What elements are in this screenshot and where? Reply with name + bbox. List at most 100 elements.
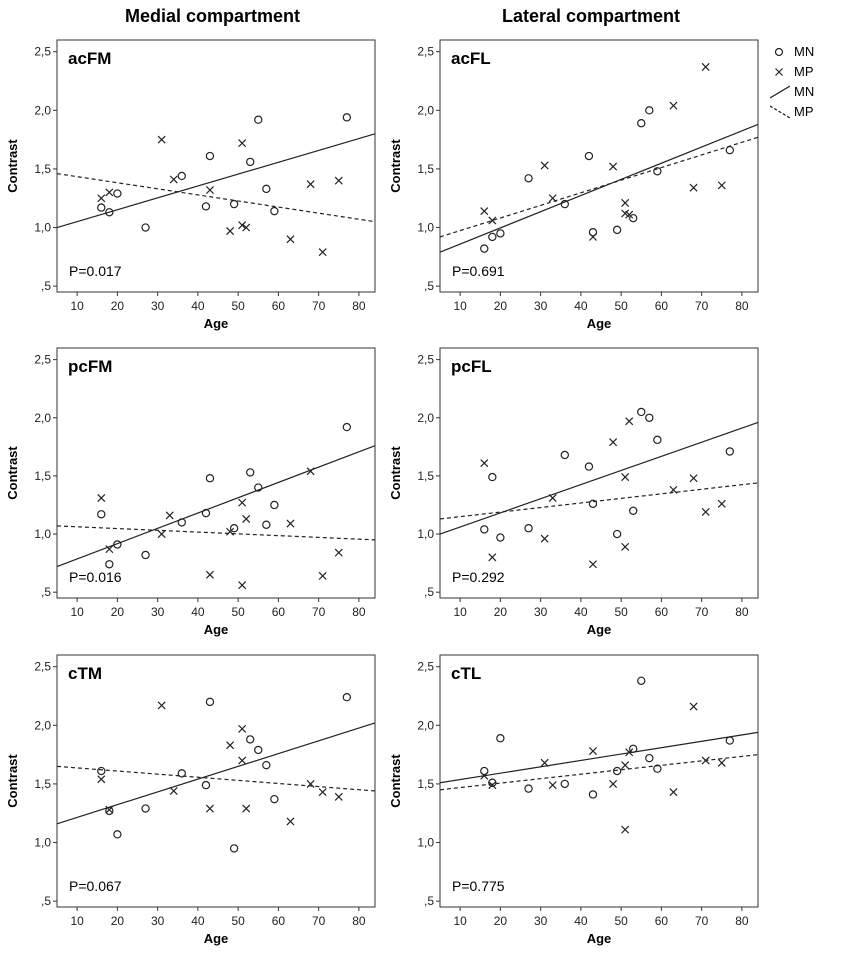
data-point-mn: [496, 229, 505, 238]
legend: MN MP MN MP: [770, 44, 840, 124]
y-tick-label: 1,0: [34, 221, 51, 235]
data-point-mp: [609, 162, 618, 171]
data-point-mp: [157, 701, 166, 710]
x-tick-label: 70: [312, 605, 326, 619]
data-point-mn: [488, 472, 497, 482]
data-point-mn: [113, 830, 122, 839]
y-tick-label: 1,5: [34, 777, 51, 791]
data-point-mn: [496, 533, 505, 542]
data-point-mp: [548, 493, 557, 503]
data-point-mn: [246, 735, 255, 744]
data-point-mp: [205, 804, 214, 813]
data-point-mp: [669, 788, 678, 797]
data-point-mn: [229, 524, 239, 533]
data-point-mn: [141, 223, 150, 232]
x-axis-label: Age: [587, 316, 612, 331]
x-tick-label: 20: [111, 914, 125, 928]
panel-pcfm: 10 20 30 40 50 60 70 80 ,5 1,0 1,5 2,0 2,5 Age Contras…: [5, 347, 376, 637]
x-tick-label: 30: [151, 299, 165, 313]
y-tick-label: ,5: [424, 585, 434, 599]
legend-item-mn-marker: MN: [770, 44, 840, 60]
data-point-mn: [205, 151, 215, 161]
data-point-mn: [105, 208, 114, 217]
legend-label-mp-marker: MP: [794, 64, 814, 79]
data-point-mn: [560, 450, 569, 460]
data-point-mn: [141, 550, 150, 560]
data-point-mp: [242, 804, 251, 813]
data-point-mp: [242, 514, 251, 523]
data-point-mp: [621, 473, 630, 482]
x-tick-label: 10: [453, 914, 467, 928]
data-point-mp: [689, 702, 698, 711]
panel-title: cTM: [68, 664, 102, 683]
data-point-mn: [141, 804, 150, 813]
data-point-mp: [609, 438, 618, 447]
data-point-mn: [560, 199, 569, 209]
data-point-mp: [105, 545, 114, 554]
data-point-mn: [725, 736, 735, 745]
data-point-mp: [157, 530, 166, 539]
data-point-mn: [262, 184, 271, 194]
plot-frame: [56, 39, 376, 293]
y-tick-label: 1,5: [34, 469, 51, 483]
data-point-mn: [588, 499, 598, 509]
x-tick-label: 40: [574, 605, 588, 619]
y-tick-label: 1,0: [417, 221, 434, 235]
fit-line-mp: [439, 136, 759, 238]
data-point-mn: [488, 232, 497, 242]
plot-frame: [56, 347, 376, 599]
data-point-mp: [701, 756, 710, 765]
x-tick-label: 50: [231, 605, 245, 619]
legend-item-mn-line: MN: [770, 84, 840, 100]
data-point-mp: [621, 198, 630, 207]
x-tick-label: 50: [614, 914, 628, 928]
data-point-mp: [540, 758, 549, 767]
data-point-mn: [629, 213, 638, 223]
fit-line-mn: [56, 445, 376, 568]
data-point-mn: [177, 769, 186, 778]
y-tick-label: 1,0: [34, 836, 51, 850]
y-tick-label: 2,0: [34, 103, 51, 117]
y-tick-label: ,5: [41, 585, 51, 599]
data-point-mp: [669, 485, 678, 494]
data-point-mn: [653, 435, 662, 445]
x-tick-label: 30: [151, 605, 165, 619]
panel-title: cTL: [451, 664, 481, 683]
data-point-mp: [306, 779, 315, 788]
fit-line-mn: [439, 421, 759, 535]
data-point-mp: [306, 467, 315, 476]
y-tick-label: ,5: [424, 894, 434, 908]
p-value-label: P=0.292: [452, 569, 505, 585]
data-point-mp: [205, 570, 214, 579]
panel-title: acFL: [451, 49, 491, 68]
x-tick-label: 60: [655, 299, 669, 313]
cross-marker-icon: [775, 68, 783, 76]
data-point-mn: [342, 113, 352, 122]
data-point-mp: [286, 235, 295, 244]
fit-line-mp: [56, 173, 376, 223]
fit-line-mn: [439, 731, 759, 784]
lateral-column-title: Lateral compartment: [502, 6, 681, 26]
data-point-mp: [97, 194, 106, 203]
x-tick-label: 40: [574, 914, 588, 928]
data-point-mn: [629, 744, 638, 753]
x-axis-label: Age: [204, 316, 229, 331]
plot-frame: [56, 654, 376, 908]
y-tick-label: 2,5: [417, 353, 434, 367]
x-tick-label: 80: [735, 605, 749, 619]
x-tick-label: 30: [534, 914, 548, 928]
data-point-mn: [480, 766, 489, 776]
data-point-mp: [165, 511, 174, 520]
x-tick-label: 30: [534, 605, 548, 619]
panel-pcfl: 10 20 30 40 50 60 70 80 ,5 1,0 1,5 2,0 2,5 Age Contras…: [388, 347, 759, 637]
data-point-mn: [201, 508, 211, 518]
fit-line-mp: [56, 525, 376, 541]
y-tick-label: ,5: [41, 894, 51, 908]
x-tick-label: 10: [453, 605, 467, 619]
data-point-mn: [637, 119, 646, 128]
data-point-mp: [226, 741, 235, 750]
data-point-mn: [262, 760, 271, 770]
p-value-label: P=0.775: [452, 878, 505, 894]
x-axis-label: Age: [587, 622, 612, 637]
